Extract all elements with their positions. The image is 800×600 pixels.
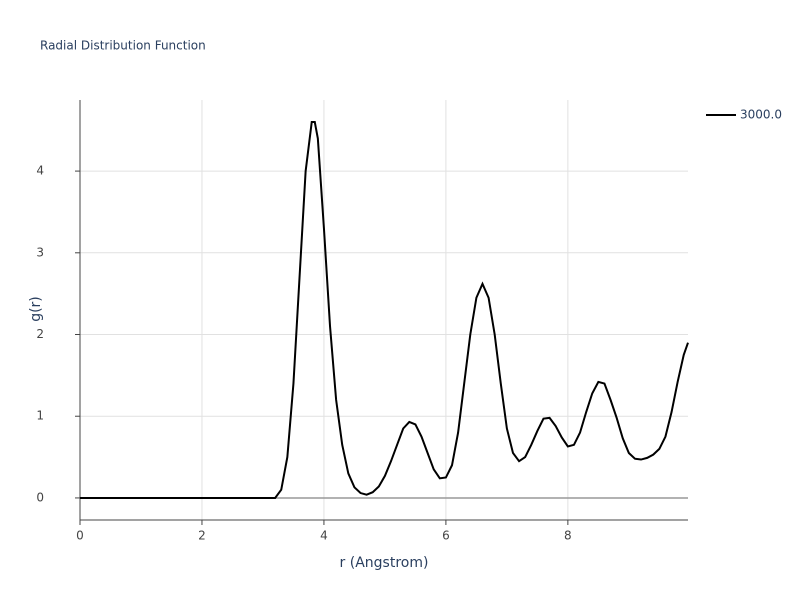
x-tick-label: 8 [564, 529, 572, 543]
y-tick-label: 0 [36, 490, 44, 504]
series-line [80, 121, 689, 499]
x-tick-label: 6 [442, 529, 450, 543]
chart-title: Radial Distribution Function [40, 39, 206, 53]
x-tick-label: 4 [320, 529, 328, 543]
y-tick-label: 1 [36, 409, 44, 423]
y-tick-label: 3 [36, 245, 44, 259]
x-tick-label: 2 [198, 529, 206, 543]
y-axis-title: g(r) [28, 296, 44, 322]
x-axis-title: r (Angstrom) [340, 555, 429, 571]
x-tick-label: 0 [76, 529, 84, 543]
y-tick-label: 2 [36, 327, 44, 341]
legend-label: 3000.0 [740, 108, 782, 122]
y-tick-label: 4 [36, 164, 44, 178]
